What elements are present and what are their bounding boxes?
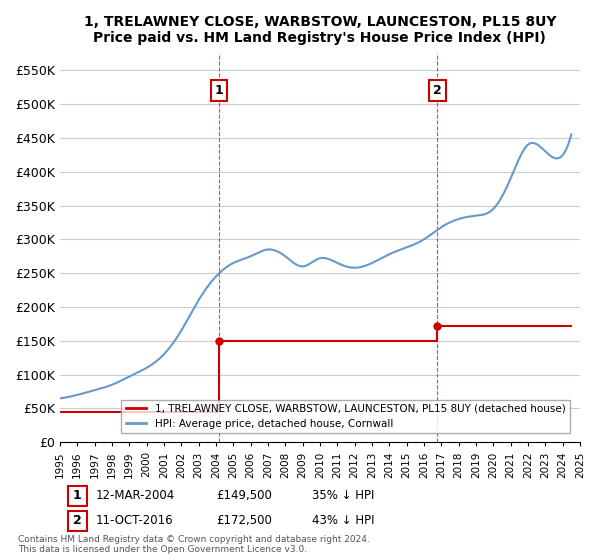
Text: 35% ↓ HPI: 35% ↓ HPI — [312, 489, 374, 502]
Text: 1: 1 — [73, 489, 82, 502]
Text: 2: 2 — [73, 514, 82, 528]
Text: £149,500: £149,500 — [216, 489, 272, 502]
Text: 1: 1 — [215, 84, 224, 97]
Legend: 1, TRELAWNEY CLOSE, WARBSTOW, LAUNCESTON, PL15 8UY (detached house), HPI: Averag: 1, TRELAWNEY CLOSE, WARBSTOW, LAUNCESTON… — [121, 400, 569, 433]
Text: £172,500: £172,500 — [216, 514, 272, 528]
Text: 2: 2 — [433, 84, 442, 97]
Text: 43% ↓ HPI: 43% ↓ HPI — [312, 514, 374, 528]
Text: 11-OCT-2016: 11-OCT-2016 — [96, 514, 173, 528]
Title: 1, TRELAWNEY CLOSE, WARBSTOW, LAUNCESTON, PL15 8UY
Price paid vs. HM Land Regist: 1, TRELAWNEY CLOSE, WARBSTOW, LAUNCESTON… — [83, 15, 556, 45]
Text: 1: 1 — [72, 489, 79, 502]
Text: Contains HM Land Registry data © Crown copyright and database right 2024.
This d: Contains HM Land Registry data © Crown c… — [18, 535, 370, 554]
Text: 2: 2 — [72, 514, 79, 528]
Text: 12-MAR-2004: 12-MAR-2004 — [96, 489, 175, 502]
